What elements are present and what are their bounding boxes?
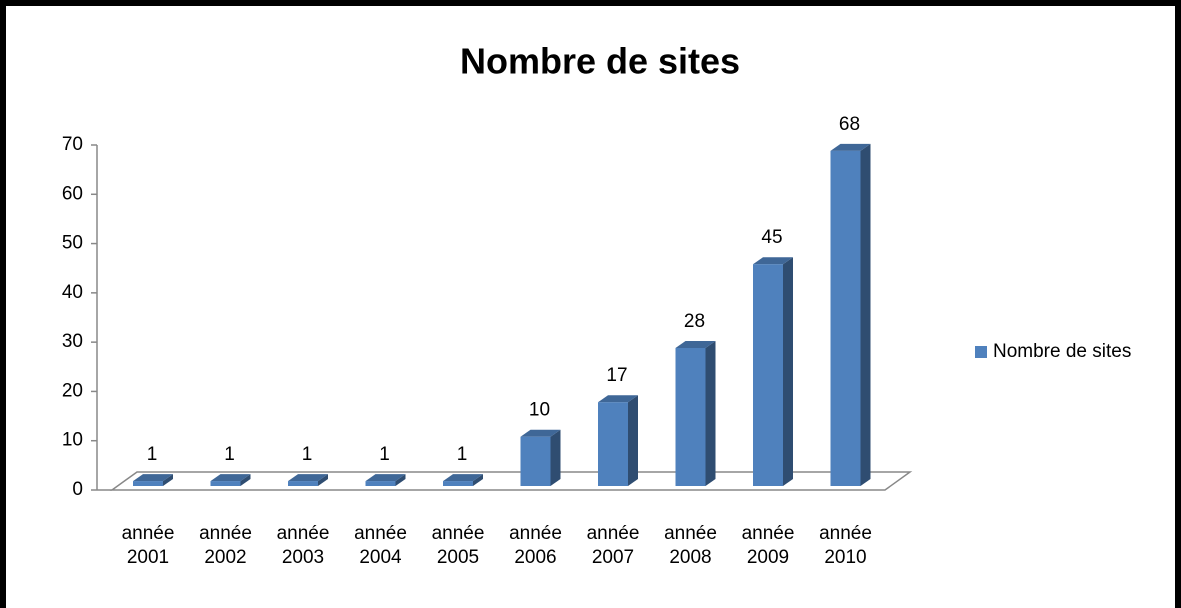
bar-top <box>365 474 406 482</box>
x-tick-label: année 2004 <box>354 523 407 568</box>
bar-side <box>550 429 561 486</box>
bar <box>365 474 406 486</box>
data-label: 10 <box>529 400 550 421</box>
bar <box>753 257 793 486</box>
data-label: 17 <box>606 365 627 386</box>
bar-top <box>830 143 871 151</box>
bar-top <box>288 474 328 482</box>
x-tick-label: année 2005 <box>431 523 485 568</box>
bar-top <box>443 474 483 482</box>
bar-side <box>163 474 173 486</box>
legend-label: Nombre de sites <box>993 341 1131 362</box>
x-tick-label: année 2003 <box>276 523 330 568</box>
data-label: 1 <box>224 444 235 465</box>
bar-top <box>598 395 638 403</box>
data-label: 1 <box>457 444 468 465</box>
bar-front <box>443 481 473 486</box>
bar-top <box>675 341 716 348</box>
bar-front <box>365 481 396 486</box>
chart-title: Nombre de sites <box>460 41 740 82</box>
bar-front <box>598 402 628 486</box>
legend-swatch <box>975 346 987 358</box>
bar-front <box>210 481 241 486</box>
bar-side <box>395 474 406 486</box>
x-tick-label: année 2008 <box>664 523 717 568</box>
y-tick-label: 30 <box>62 331 83 352</box>
y-tick-label: 40 <box>62 282 83 303</box>
bar <box>598 395 638 486</box>
bar-top <box>520 429 561 437</box>
bar-side <box>860 143 871 486</box>
data-label: 28 <box>684 311 705 332</box>
bar-top <box>753 257 793 265</box>
x-tick-label: année 2001 <box>121 523 175 568</box>
x-tick-label: année 2007 <box>586 523 640 568</box>
bar-front <box>675 348 706 486</box>
x-tick-label: année 2009 <box>741 523 795 568</box>
bar <box>443 474 483 486</box>
bar <box>288 474 328 486</box>
bar <box>520 429 561 486</box>
x-tick-label: année 2010 <box>819 523 872 568</box>
bar-side <box>628 395 638 486</box>
bar <box>133 474 173 486</box>
bar-front <box>830 150 861 486</box>
bar-front <box>288 481 318 486</box>
bar-side <box>240 474 251 486</box>
bar-front <box>753 264 783 486</box>
bar <box>210 474 251 486</box>
bar-side <box>783 257 793 486</box>
y-tick-label: 70 <box>62 134 83 155</box>
data-label: 1 <box>379 444 390 465</box>
bar-side <box>473 474 483 486</box>
bar-top <box>133 474 173 482</box>
bar-side <box>705 341 716 486</box>
bar <box>675 341 716 486</box>
y-tick-label: 20 <box>62 380 83 401</box>
data-label: 1 <box>147 444 158 465</box>
y-tick-label: 50 <box>62 233 83 254</box>
y-tick-label: 60 <box>62 183 83 204</box>
bar <box>830 143 871 486</box>
x-tick-label: année 2006 <box>509 523 562 568</box>
data-label: 45 <box>761 227 782 248</box>
data-label: 68 <box>839 114 860 135</box>
bar-side <box>318 474 328 486</box>
y-tick-label: 0 <box>72 479 83 500</box>
bar-top <box>210 474 251 482</box>
bar-front <box>520 436 551 486</box>
x-tick-label: année 2002 <box>199 523 252 568</box>
data-label: 1 <box>302 444 313 465</box>
y-tick-label: 10 <box>62 430 83 451</box>
bar-front <box>133 481 163 486</box>
